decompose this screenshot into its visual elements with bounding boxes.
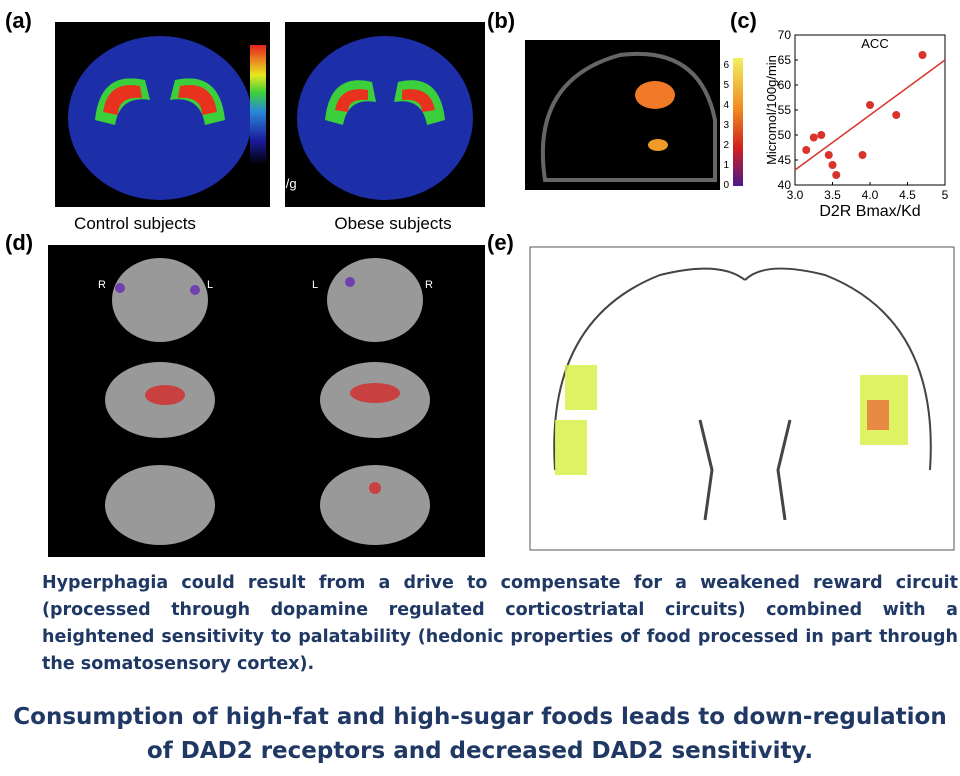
plot-title: ACC [861,36,888,51]
y-tick-label: 40 [778,178,792,192]
data-point [858,151,867,159]
data-point [832,171,841,179]
headline-line: Consumption of high-fat and high-sugar f… [13,704,947,730]
side-label: L [312,279,318,291]
colorbar-tick-label: 3 [723,120,729,131]
caption: Obese subjects [334,214,451,233]
side-label: L [207,279,213,291]
headline-line: of DAD2 receptors and decreased DAD2 sen… [146,738,814,764]
colorbar-tick-label: 4 [723,100,729,111]
panel-label: (d) [5,230,33,255]
colorbar-tick-label: 0 [270,158,277,173]
side-label: R [425,279,433,291]
scan-control [55,22,270,207]
colorbar-tick-label: 1 [723,160,729,171]
colorbar-tick-label: 2 [723,140,729,151]
y-tick-label: 45 [778,153,792,167]
y-axis-label: Micromol/100g/min [764,55,779,165]
fit-line [794,59,946,171]
x-axis-label: D2R Bmax/Kd [819,203,920,220]
figure: 02 ml/g Control subjects Obese subjects … [5,8,955,557]
x-tick-label: 5 [942,188,949,202]
body-text: Hyperphagia could result from a drive to… [42,573,958,674]
y-tick-label: 70 [778,28,792,42]
y-tick-label: 65 [778,53,792,67]
data-point [809,133,818,142]
y-tick-label: 55 [778,103,792,117]
colorbar-tick-label: 6 [723,60,729,71]
data-point [892,111,901,119]
colorbar-tick-label: 2 [270,38,277,53]
x-tick-label: 4.0 [862,188,879,202]
headline: Consumption of high-fat and high-sugar f… [0,700,960,768]
panel-label: (b) [487,8,515,33]
colorbar [250,45,266,165]
data-point [802,146,811,154]
colorbar-unit: ml/g [272,176,297,191]
panel-label: (c) [730,8,757,33]
cortex-renders [48,245,485,557]
x-tick-label: 4.5 [899,188,916,202]
data-point [824,151,833,159]
data-point [918,51,927,59]
colorbar-tick-label: 0 [723,180,729,191]
panel-label: (e) [487,230,514,255]
y-tick-label: 60 [778,78,792,92]
colorbar [733,58,743,186]
scan-obese [285,22,485,207]
colorbar-tick-label: 5 [723,80,729,91]
side-label: R [98,279,106,291]
panel-label: (a) [5,8,32,33]
x-tick-label: 3.0 [787,188,804,202]
x-tick-label: 3.5 [824,188,841,202]
data-point [828,161,837,169]
sagittal-scan [525,40,720,190]
homunculus-diagram [529,246,955,551]
caption: Control subjects [74,214,196,233]
data-point [866,101,874,109]
y-tick-label: 50 [778,128,792,142]
data-point [817,131,826,139]
